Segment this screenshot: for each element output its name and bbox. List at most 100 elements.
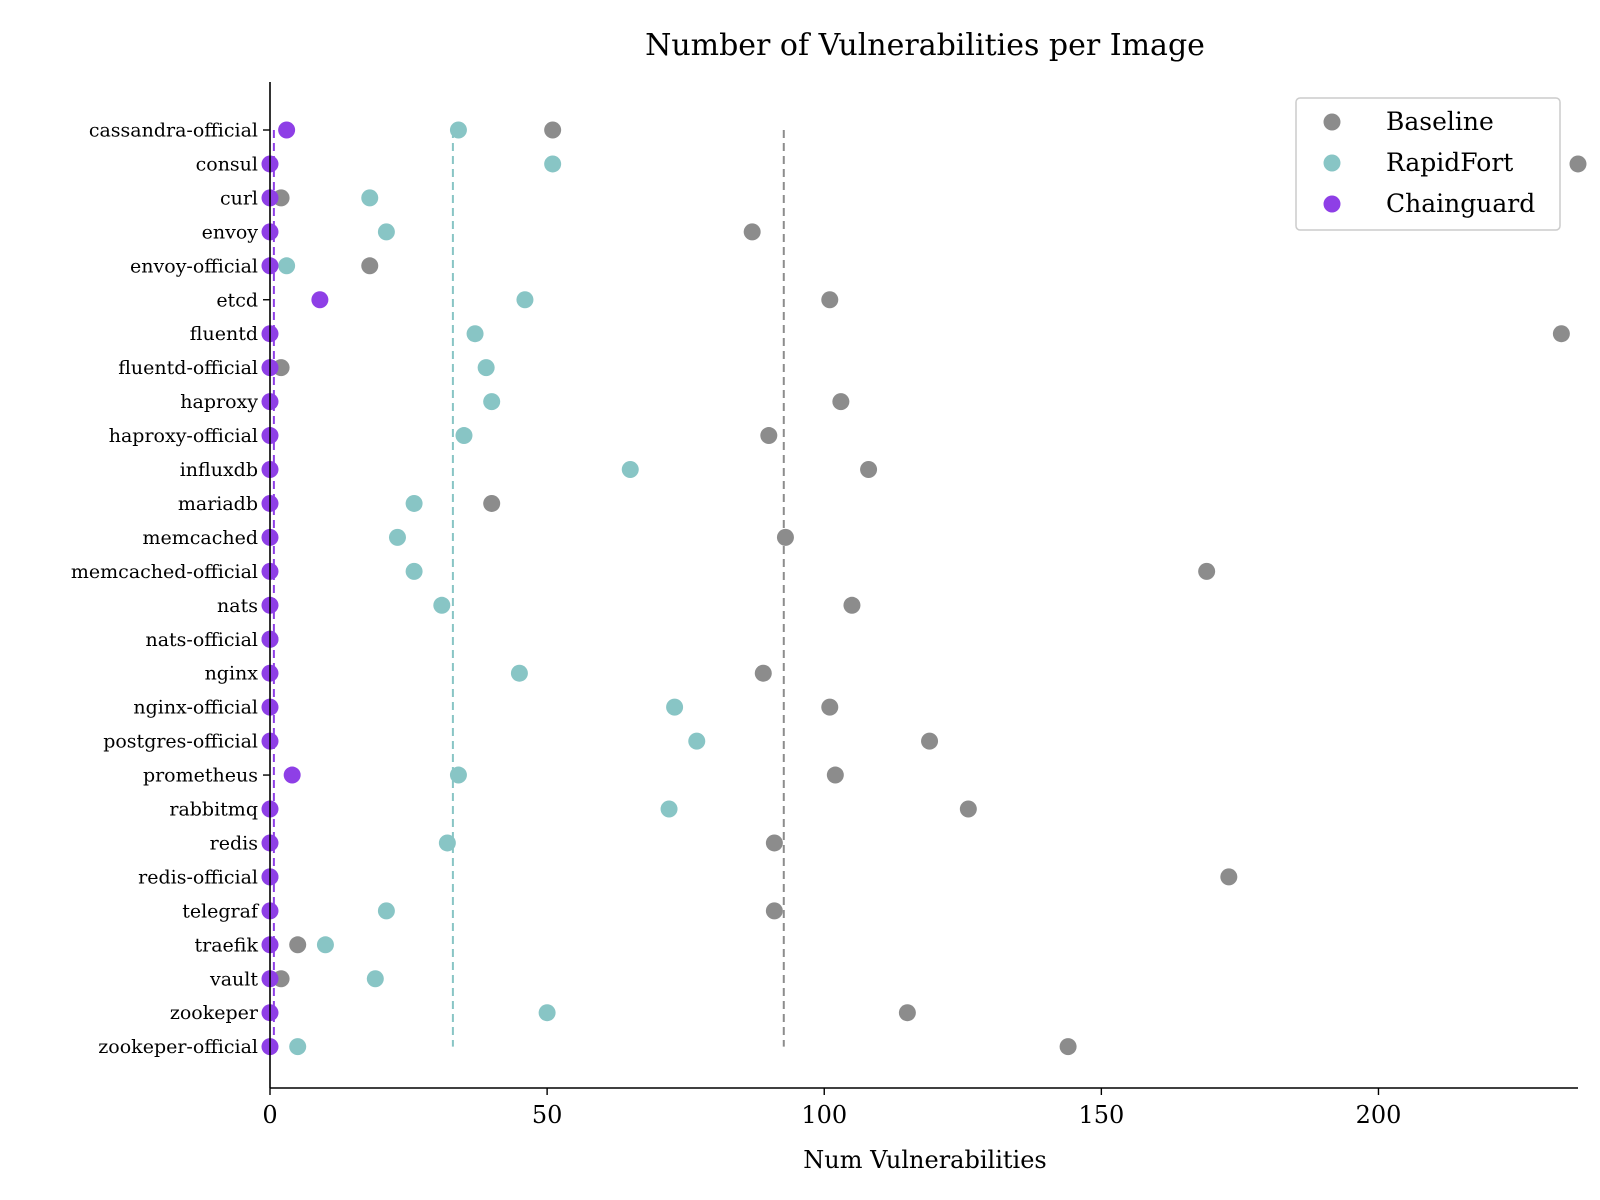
y-tick-label: nginx: [205, 663, 259, 685]
y-tick-label: zookeper: [170, 1002, 259, 1024]
y-tick-label: mariadb: [178, 493, 258, 515]
point-rapidfort: [477, 359, 495, 377]
point-baseline: [860, 461, 878, 478]
point-rapidfort: [377, 223, 395, 241]
y-tick-label: fluentd-official: [118, 357, 258, 379]
x-tick-label: 150: [1078, 1101, 1124, 1129]
legend-label: Baseline: [1386, 107, 1494, 136]
point-baseline: [921, 732, 939, 750]
y-tick-label: redis: [210, 832, 258, 854]
y-tick-label: etcd: [216, 289, 258, 311]
data-points: [261, 121, 1587, 1056]
point-baseline: [544, 121, 562, 139]
point-baseline: [754, 664, 772, 682]
point-rapidfort: [388, 528, 406, 546]
point-baseline: [1569, 155, 1587, 173]
point-baseline: [776, 528, 794, 546]
point-rapidfort: [510, 664, 528, 682]
point-rapidfort: [688, 732, 706, 750]
y-tick-label: nginx-official: [133, 697, 258, 719]
point-rapidfort: [278, 257, 296, 275]
y-tick-label: postgres-official: [103, 731, 258, 753]
point-chainguard: [311, 291, 329, 309]
x-tick-label: 50: [532, 1101, 563, 1129]
point-baseline: [760, 427, 778, 445]
point-rapidfort: [405, 562, 423, 580]
point-baseline: [743, 223, 761, 241]
point-baseline: [1220, 868, 1238, 886]
point-baseline: [821, 698, 839, 716]
x-axis-ticks: 0 50 100 150 200: [262, 1088, 1401, 1129]
point-rapidfort: [366, 970, 384, 988]
point-chainguard: [278, 121, 296, 139]
y-tick-label: prometheus: [143, 765, 258, 787]
point-rapidfort: [544, 155, 562, 173]
legend-marker-baseline: [1323, 113, 1341, 131]
point-baseline: [1198, 562, 1216, 580]
y-tick-label: rabbitmq: [169, 799, 258, 821]
legend-label: RapidFort: [1386, 148, 1513, 177]
y-tick-label: envoy: [202, 221, 259, 243]
x-tick-label: 0: [262, 1101, 277, 1129]
y-tick-label: curl: [220, 187, 258, 209]
point-baseline: [898, 1004, 916, 1022]
legend: Baseline RapidFort Chainguard: [1295, 97, 1561, 231]
point-rapidfort: [660, 800, 678, 818]
y-tick-label: nats-official: [145, 629, 258, 651]
legend-frame: [1295, 97, 1561, 231]
y-tick-label: haproxy: [180, 391, 258, 413]
y-tick-label: memcached: [142, 527, 258, 549]
point-baseline: [843, 596, 861, 614]
y-axis-ticks: cassandra-official consul curl envoy envoy-o…: [71, 120, 270, 1058]
legend-marker-rapidfort: [1323, 154, 1341, 172]
y-tick-label: zookeper-official: [98, 1036, 258, 1058]
y-tick-label: haproxy-official: [109, 425, 258, 447]
x-tick-label: 100: [801, 1101, 847, 1129]
point-rapidfort: [377, 902, 395, 920]
y-tick-label: influxdb: [180, 459, 258, 481]
point-rapidfort: [405, 494, 423, 512]
y-tick-label: redis-official: [138, 866, 258, 888]
point-baseline: [765, 902, 783, 920]
x-tick-label: 200: [1356, 1101, 1402, 1129]
point-rapidfort: [449, 121, 467, 139]
point-baseline: [826, 766, 844, 784]
point-rapidfort: [316, 936, 334, 954]
y-tick-label: vault: [209, 968, 258, 990]
point-baseline: [959, 800, 977, 818]
point-chainguard: [283, 766, 301, 784]
y-tick-label: telegraf: [182, 900, 260, 922]
point-baseline: [1552, 325, 1570, 343]
point-rapidfort: [449, 766, 467, 784]
point-rapidfort: [516, 291, 534, 309]
chart-title: Number of Vulnerabilities per Image: [645, 28, 1205, 63]
point-rapidfort: [666, 698, 684, 716]
point-rapidfort: [483, 393, 501, 411]
point-rapidfort: [538, 1004, 556, 1022]
point-baseline: [832, 393, 850, 411]
point-baseline: [361, 257, 379, 275]
x-axis-label: Num Vulnerabilities: [803, 1146, 1046, 1174]
y-tick-label: cassandra-official: [89, 120, 258, 142]
y-tick-label: nats: [217, 595, 258, 617]
y-tick-label: traefik: [195, 934, 259, 956]
point-baseline: [289, 936, 307, 954]
y-tick-label: consul: [196, 153, 258, 175]
y-tick-label: memcached-official: [71, 561, 258, 583]
point-baseline: [483, 494, 501, 512]
point-rapidfort: [361, 189, 379, 207]
point-rapidfort: [466, 325, 484, 343]
point-rapidfort: [433, 596, 451, 614]
point-rapidfort: [289, 1038, 307, 1056]
point-baseline: [821, 291, 839, 309]
legend-label: Chainguard: [1386, 189, 1535, 218]
point-rapidfort: [438, 834, 456, 852]
y-tick-label: fluentd: [190, 323, 258, 345]
y-tick-label: envoy-official: [130, 255, 258, 277]
point-rapidfort: [621, 461, 639, 478]
point-baseline: [1059, 1038, 1077, 1056]
point-baseline: [765, 834, 783, 852]
mean-lines: [272, 130, 785, 1047]
legend-marker-chainguard: [1323, 195, 1341, 213]
